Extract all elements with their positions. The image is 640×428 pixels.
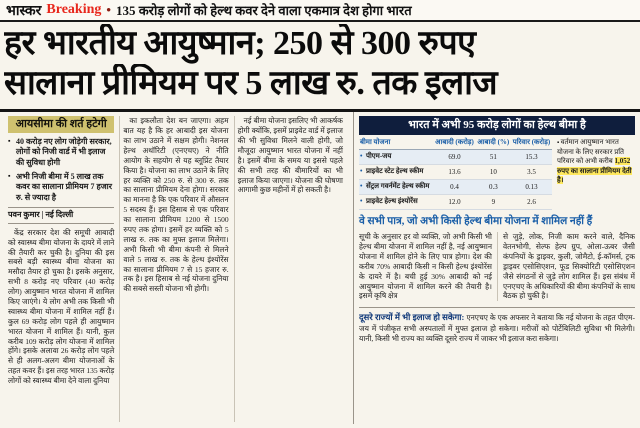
column-header: आबादी (%) [475,137,511,150]
article-column-1: आयसीमा की शर्त हटेगी 40 करोड़ नए लोग जोड… [5,116,119,422]
scheme-name: पीएम-जय [359,149,434,165]
table-row: पीएम-जय 69.0 51 15.3 [359,149,552,165]
highlight-bullets: 40 करोड़ नए लोग जोड़ेगी सरकार, लोगों को … [8,137,114,203]
body-text-column-1: केंद्र सरकार देश की समूची आबादी को स्वास… [8,227,115,386]
headline-line-2: सालाना प्रीमियम पर 5 लाख रु. तक इलाज [4,65,498,103]
left-article: आयसीमा की शर्त हटेगी 40 करोड़ नए लोग जोड… [0,112,354,425]
cell-value: 0.13 [510,179,552,195]
square-bullet-icon: ▪ [557,139,561,146]
cell-value: 9 [475,194,511,210]
cell-value: 0.4 [433,179,476,195]
cell-value: 10 [475,164,511,180]
table-header-row: बीमा योजना आबादी (करोड़) आबादी (%) परिवा… [359,137,552,150]
bullet-item: अभी निजी बीमा में 5 लाख तक कवर का सालाना… [8,172,114,203]
table-row: प्राइवेट हेल्थ इंश्योरेंस 12.0 9 2.6 [359,194,552,210]
table-row: सेंट्रल गवर्नमेंट हेल्थ स्कीम 0.4 0.3 0.… [359,179,552,195]
cell-value: 0.3 [475,179,511,195]
column-header: आबादी (करोड़) [433,137,476,150]
content-area: आयसीमा की शर्त हटेगी 40 करोड़ नए लोग जोड… [0,112,640,425]
eligibility-columns: सूची के अनुसार हर वो व्यक्ति, जो अभी किस… [359,232,635,302]
infobox-body: बीमा योजना आबादी (करोड़) आबादी (%) परिवा… [359,137,635,210]
headline-line-1: हर भारतीय आयुष्मान; 250 से 300 रुपए [4,25,476,62]
column-header: परिवार (करोड़) [510,137,552,150]
cell-value: 15.3 [510,149,552,165]
other-states-note: दूसरे राज्यों में भी इलाज हो सकेगा: एनएच… [359,307,635,343]
bullet-separator-icon: • [106,2,111,17]
article-column-2: का इकलौता देश बन जाएगा। अहम बात यह है कि… [119,116,233,423]
cell-value: 3.5 [510,164,552,180]
bullet-item: 40 करोड़ नए लोग जोड़ेगी सरकार, लोगों को … [8,137,114,168]
body-text-column-2: का इकलौता देश बन जाएगा। अहम बात यह है कि… [123,116,229,294]
eligibility-column-1: सूची के अनुसार हर वो व्यक्ति, जो अभी किस… [359,232,492,301]
body-text-column-3: नई बीमा योजना इसलिए भी आकर्षक होगी क्यों… [237,116,343,195]
cell-value: 2.6 [510,194,552,210]
masthead: भास्कर Breaking • 135 करोड़ लोगों को हेल… [0,0,640,22]
cell-value: 12.0 [433,194,476,210]
article-column-3: नई बीमा योजना इसलिए भी आकर्षक होगी क्यों… [233,116,348,423]
other-states-heading: दूसरे राज्यों में भी इलाज हो सकेगा: [359,312,467,323]
cell-value: 69.0 [433,149,476,165]
breaking-label: Breaking [46,2,102,17]
eligibility-column-2: से जुड़े, लोक, निजी काम करने वाले, दैनिक… [497,232,635,302]
main-headline: हर भारतीय आयुष्मान; 250 से 300 रुपए साला… [0,22,640,113]
scheme-name: प्राइवेट स्टेट हेल्थ स्कीम [359,164,434,180]
scheme-name: सेंट्रल गवर्नमेंट हेल्थ स्कीम [359,179,434,195]
insurance-coverage-table: बीमा योजना आबादी (करोड़) आबादी (%) परिवा… [359,137,552,210]
column-header: बीमा योजना [359,137,434,150]
byline: पवन कुमार | नई दिल्ली [8,207,115,224]
eligibility-subhead: वे सभी पात्र, जो अभी किसी हेल्थ बीमा योज… [359,215,593,227]
infobox-title: भारत में अभी 95 करोड़ लोगों का हेल्थ बीम… [359,116,635,135]
cell-value: 51 [475,149,511,165]
table-row: प्राइवेट स्टेट हेल्थ स्कीम 13.6 10 3.5 [359,164,552,180]
cell-value: 13.6 [433,164,476,180]
kicker-header: आयसीमा की शर्त हटेगी [8,116,115,133]
scheme-name: प्राइवेट हेल्थ इंश्योरेंस [359,194,434,210]
other-states-text: एनएचए के एक अफसर ने बताया कि नई योजना के… [359,313,635,343]
brand-logo: भास्कर [6,3,42,19]
note-text: वर्तमान आयुष्मान भारत योजना के लिए सरकार… [557,137,625,166]
premium-side-note: ▪ वर्तमान आयुष्मान भारत योजना के लिए सरक… [557,138,635,210]
infobox-panel: भारत में अभी 95 करोड़ लोगों का हेल्थ बीम… [354,112,640,424]
masthead-ticker: 135 करोड़ लोगों को हेल्थ कवर देने वाला ए… [115,3,412,18]
